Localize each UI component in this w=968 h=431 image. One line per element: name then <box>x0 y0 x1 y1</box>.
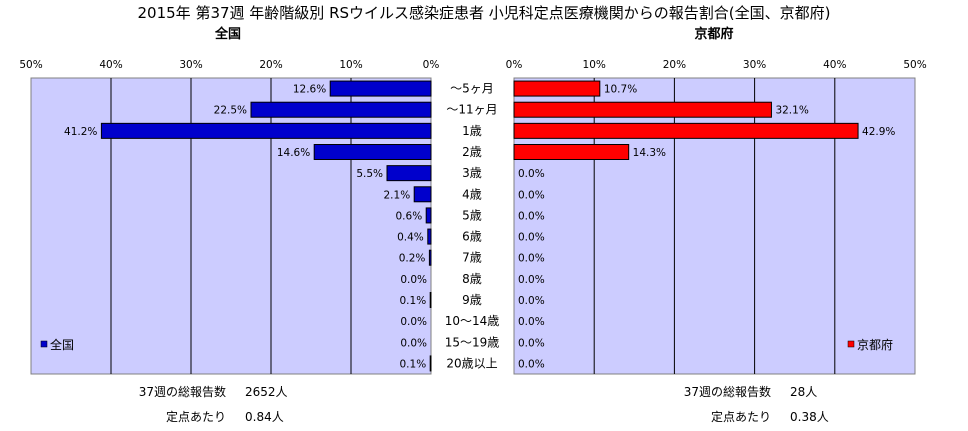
left-bar <box>413 186 432 203</box>
left-bar <box>100 122 432 139</box>
left-bar <box>429 292 432 308</box>
category-label: 15～19歳 <box>445 335 500 349</box>
right-x-tick-label: 20% <box>663 59 686 71</box>
left-x-tick-label: 40% <box>99 59 122 71</box>
right-value-label: 0.0% <box>518 168 545 180</box>
category-label: 8歳 <box>462 272 482 286</box>
left-bar <box>386 165 432 182</box>
left-bar <box>250 101 432 118</box>
category-label: 2歳 <box>462 145 482 159</box>
right-footer-label: 定点あたり <box>711 409 771 424</box>
category-label: 5歳 <box>462 208 482 222</box>
left-value-label: 22.5% <box>214 105 247 117</box>
right-value-label: 0.0% <box>518 232 545 244</box>
left-x-tick-label: 20% <box>259 59 282 71</box>
right-legend-swatch <box>847 340 855 348</box>
category-label: 9歳 <box>462 293 482 307</box>
right-value-label: 0.0% <box>518 210 545 222</box>
left-bar <box>425 207 432 224</box>
right-bar <box>513 80 601 97</box>
left-value-label: 0.1% <box>400 295 427 307</box>
left-bar <box>429 355 432 372</box>
category-label: ～11ヶ月 <box>446 103 497 117</box>
left-value-label: 0.4% <box>397 232 424 244</box>
left-legend-swatch <box>40 340 48 348</box>
right-x-tick-label: 10% <box>583 59 606 71</box>
right-x-tick-label: 50% <box>903 59 926 71</box>
left-x-tick-label: 30% <box>179 59 202 71</box>
right-value-label: 32.1% <box>775 105 808 117</box>
left-value-label: 14.6% <box>277 147 310 159</box>
left-plot-area <box>30 77 432 375</box>
right-value-label: 0.0% <box>518 295 545 307</box>
right-value-label: 0.0% <box>518 253 545 265</box>
left-value-label: 0.1% <box>400 358 427 370</box>
category-label: 4歳 <box>462 187 482 201</box>
left-value-label: 0.0% <box>400 316 427 328</box>
left-x-tick-label: 10% <box>339 59 362 71</box>
category-label: ～5ヶ月 <box>450 82 494 96</box>
right-x-tick-label: 30% <box>743 59 766 71</box>
category-label: 1歳 <box>462 124 482 138</box>
left-value-label: 12.6% <box>293 84 326 96</box>
right-value-label: 42.9% <box>862 126 895 138</box>
left-footer-value: 0.84人 <box>245 410 284 424</box>
right-value-label: 0.0% <box>518 189 545 201</box>
right-value-label: 0.0% <box>518 337 545 349</box>
right-chart-panel: 0% 10% 20% 30% 40% 50% 10.7% 32.1% 42.9% 14.3% 0.0… <box>506 59 927 375</box>
right-x-tick-label: 40% <box>823 59 846 71</box>
right-value-label: 10.7% <box>604 84 637 96</box>
left-legend-label: 全国 <box>50 337 74 352</box>
left-bar <box>427 228 432 245</box>
left-x-tick-label: 0% <box>423 59 440 71</box>
right-footer-label: 37週の総報告数 <box>684 384 771 399</box>
left-bar <box>428 249 432 266</box>
right-value-label: 14.3% <box>633 147 666 159</box>
left-bar <box>313 144 432 160</box>
right-footer-value: 0.38人 <box>790 410 829 424</box>
right-bar <box>513 101 772 118</box>
right-legend-label: 京都府 <box>857 337 893 352</box>
right-value-label: 0.0% <box>518 316 545 328</box>
right-value-label: 0.0% <box>518 274 545 286</box>
left-chart-panel: 50% 40% 30% 20% 10% 0% 12.6% 22.5% 41.2% 14.6% 5.5… <box>19 59 440 375</box>
left-subtitle: 全国 <box>214 26 241 42</box>
category-label: 3歳 <box>462 166 482 180</box>
right-subtitle: 京都府 <box>694 26 733 42</box>
category-label: 10～14歳 <box>445 314 500 328</box>
right-x-tick-label: 0% <box>506 59 523 71</box>
left-x-tick-label: 50% <box>19 59 42 71</box>
left-value-label: 5.5% <box>356 168 383 180</box>
chart-title: 2015年 第37週 年齢階級別 RSウイルス感染症患者 小児科定点医療機関から… <box>138 4 831 22</box>
left-value-label: 41.2% <box>64 126 97 138</box>
right-plot-area <box>513 77 916 375</box>
left-value-label: 0.0% <box>400 337 427 349</box>
category-label: 7歳 <box>462 251 482 265</box>
left-value-label: 0.2% <box>399 253 426 265</box>
left-bar <box>329 80 432 97</box>
left-value-label: 0.6% <box>396 210 423 222</box>
left-footer-label: 定点あたり <box>166 409 226 424</box>
left-value-label: 2.1% <box>384 189 411 201</box>
right-value-label: 0.0% <box>518 358 545 370</box>
category-labels: ～5ヶ月 ～11ヶ月 1歳 2歳 3歳 4歳 5歳 6歳 7歳 8歳 9歳 10～14歳 15～19歳 2… <box>445 82 500 371</box>
right-footer-value: 28人 <box>790 385 817 399</box>
right-bar <box>513 122 859 139</box>
category-label: 6歳 <box>462 230 482 244</box>
left-footer-label: 37週の総報告数 <box>139 384 226 399</box>
right-bar <box>513 144 630 160</box>
left-footer-value: 2652人 <box>245 385 288 399</box>
category-label: 20歳以上 <box>446 356 497 370</box>
left-value-label: 0.0% <box>400 274 427 286</box>
